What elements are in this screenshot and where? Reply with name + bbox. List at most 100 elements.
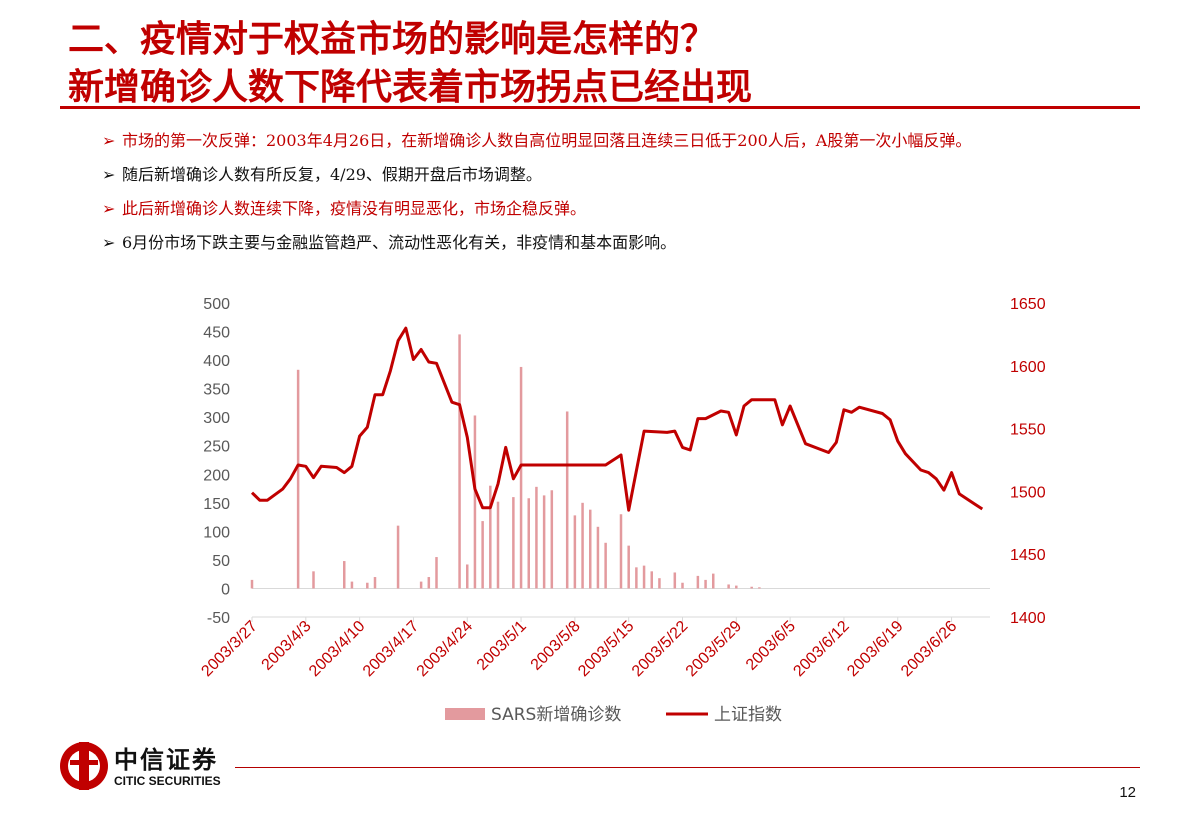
right-axis-ticks: 1400 1450 1500 1550 1600 1650 (1010, 296, 1046, 627)
x-axis-ticks: 2003/3/272003/4/32003/4/102003/4/172003/… (198, 617, 960, 680)
bullet-text: 随后新增确诊人数有所反复，4/29、假期开盘后市场调整。 (122, 165, 542, 184)
bar (466, 564, 469, 589)
bar (473, 415, 477, 589)
left-tick-label: 400 (203, 353, 230, 370)
bar (650, 571, 653, 589)
bar (396, 525, 400, 589)
x-tick-label: 2003/4/10 (306, 618, 368, 680)
bar (565, 411, 569, 589)
x-tick-label: 2003/6/26 (898, 618, 960, 680)
slide-title-line-1: 二、疫情对于权益市场的影响是怎样的？ (68, 19, 717, 60)
bullet-list: ➢ 市场的第一次反弹：2003年4月26日，在新增确诊人数自高位明显回落且连续三… (102, 128, 1132, 264)
left-tick-label: 50 (212, 553, 230, 570)
x-tick-label: 2003/6/19 (844, 618, 906, 680)
bar (527, 498, 530, 589)
x-tick-label: 2003/5/15 (575, 618, 637, 680)
bar (704, 579, 707, 589)
bar (596, 526, 600, 589)
citic-emblem-icon (60, 742, 108, 790)
bar (481, 521, 484, 589)
bar (373, 577, 377, 589)
bar (458, 334, 461, 589)
right-tick-label: 1500 (1010, 484, 1046, 501)
bullet-item: ➢ 随后新增确诊人数有所反复，4/29、假期开盘后市场调整。 (102, 162, 1132, 188)
bar (658, 578, 661, 589)
x-tick-label: 2003/5/29 (683, 618, 745, 680)
arrow-bullet-icon: ➢ (102, 199, 116, 218)
bar (673, 572, 677, 589)
left-axis-ticks: -50 0 50 100 150 200 250 300 350 400 450 500 (203, 296, 230, 627)
x-tick-label: 2003/5/22 (629, 618, 691, 680)
bar (296, 369, 300, 589)
bar (735, 585, 738, 589)
legend-swatch-sars (445, 708, 485, 720)
bar (635, 567, 638, 589)
bar (250, 579, 254, 589)
left-tick-label: 100 (203, 524, 230, 541)
chart-gridlines (252, 587, 990, 618)
arrow-bullet-icon: ➢ (102, 165, 116, 184)
slide-title-line-2: 新增确诊人数下降代表着市场拐点已经出现 (68, 67, 753, 108)
chart-legend: SARS新增确诊数 上证指数 (445, 705, 782, 725)
x-tick-label: 2003/6/5 (743, 618, 799, 674)
x-tick-label: 2003/6/12 (790, 618, 852, 680)
bullet-text: 市场的第一次反弹：2003年4月26日，在新增确诊人数自高位明显回落且连续三日低… (122, 131, 972, 150)
right-tick-label: 1400 (1010, 610, 1046, 627)
left-tick-label: 450 (203, 325, 230, 342)
bullet-text: 6月份市场下跌主要与金融监管趋严、流动性恶化有关，非疫情和基本面影响。 (122, 233, 677, 252)
bar (535, 486, 538, 589)
bar (642, 565, 646, 589)
bar (589, 509, 592, 589)
bar (758, 587, 761, 589)
bar (750, 586, 753, 589)
bar (573, 515, 577, 589)
citic-logo: 中信证券 CITIC SECURITIES (58, 738, 248, 798)
right-tick-label: 1650 (1010, 296, 1046, 313)
x-tick-label: 2003/3/27 (198, 618, 260, 680)
arrow-bullet-icon: ➢ (102, 233, 116, 252)
logo-chinese-name: 中信证券 (114, 746, 218, 774)
left-tick-label: -50 (207, 610, 230, 627)
x-tick-label: 2003/5/8 (528, 618, 584, 674)
x-tick-label: 2003/4/24 (414, 618, 476, 680)
bar (419, 581, 423, 589)
bar (604, 542, 607, 589)
title-underline (60, 106, 1140, 109)
bar (542, 495, 546, 589)
bar (627, 545, 630, 589)
bar (427, 577, 431, 589)
bar (312, 571, 315, 589)
bar (681, 582, 684, 589)
bar (366, 582, 369, 589)
left-tick-label: 200 (203, 467, 230, 484)
x-tick-label: 2003/4/3 (259, 618, 315, 674)
left-tick-label: 0 (221, 581, 230, 598)
left-tick-label: 500 (203, 296, 230, 313)
bar (496, 501, 500, 589)
bar (343, 561, 346, 589)
bar (519, 366, 523, 589)
bar-series-sars (250, 334, 761, 589)
left-tick-label: 250 (203, 439, 230, 456)
right-tick-label: 1450 (1010, 547, 1046, 564)
bar (489, 485, 492, 589)
right-tick-label: 1550 (1010, 422, 1046, 439)
left-tick-label: 350 (203, 382, 230, 399)
bar (696, 575, 700, 589)
bullet-item: ➢ 此后新增确诊人数连续下降，疫情没有明显恶化，市场企稳反弹。 (102, 196, 1132, 222)
bar (350, 581, 354, 589)
x-tick-label: 2003/4/17 (360, 618, 422, 680)
footer-rule (235, 767, 1140, 768)
bullet-item: ➢ 市场的第一次反弹：2003年4月26日，在新增确诊人数自高位明显回落且连续三… (102, 128, 1132, 154)
bar (435, 557, 438, 589)
bar (712, 573, 715, 589)
bar (619, 514, 623, 589)
arrow-bullet-icon: ➢ (102, 131, 116, 150)
legend-label-index: 上证指数 (714, 705, 782, 725)
line-series-index (250, 326, 984, 512)
page-number: 12 (1119, 784, 1136, 801)
legend-label-sars: SARS新增确诊数 (491, 705, 621, 725)
logo-english-name: CITIC SECURITIES (114, 774, 221, 788)
bar (581, 502, 584, 589)
bullet-text: 此后新增确诊人数连续下降，疫情没有明显恶化，市场企稳反弹。 (122, 199, 587, 218)
